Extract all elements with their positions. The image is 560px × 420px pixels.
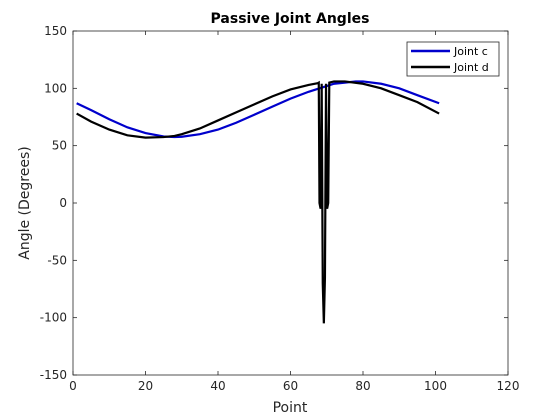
- x-tick-label: 60: [283, 379, 298, 393]
- x-tick-label: 20: [138, 379, 153, 393]
- y-tick-label: -100: [40, 311, 67, 325]
- x-tick-label: 120: [497, 379, 520, 393]
- y-tick-label: 0: [59, 196, 67, 210]
- x-tick-label: 80: [355, 379, 370, 393]
- y-axis-label: Angle (Degrees): [17, 146, 33, 259]
- chart-title: Passive Joint Angles: [211, 11, 370, 27]
- y-tick-label: -50: [47, 253, 67, 267]
- legend-label-joint-d: Joint d: [453, 61, 489, 74]
- legend-label-joint-c: Joint c: [453, 45, 488, 58]
- x-tick-label: 100: [424, 379, 447, 393]
- x-axis: 0 20 40 60 80 100 120: [69, 31, 519, 393]
- series-layer: [76, 80, 440, 324]
- x-tick-label: 0: [69, 379, 77, 393]
- y-tick-label: 100: [44, 81, 67, 95]
- y-tick-label: 150: [44, 24, 67, 38]
- y-axis: -150 -100 -50 0 50 100 150: [40, 24, 508, 382]
- x-axis-label: Point: [273, 400, 308, 416]
- series-line-joint-c: [76, 80, 440, 139]
- x-tick-label: 40: [210, 379, 225, 393]
- series-line-joint-d: [76, 80, 440, 324]
- legend-box: [406, 41, 500, 77]
- legend: Joint c Joint d: [406, 41, 500, 77]
- plot-area: [73, 31, 508, 375]
- y-tick-label: -150: [40, 368, 67, 382]
- y-tick-label: 50: [52, 139, 67, 153]
